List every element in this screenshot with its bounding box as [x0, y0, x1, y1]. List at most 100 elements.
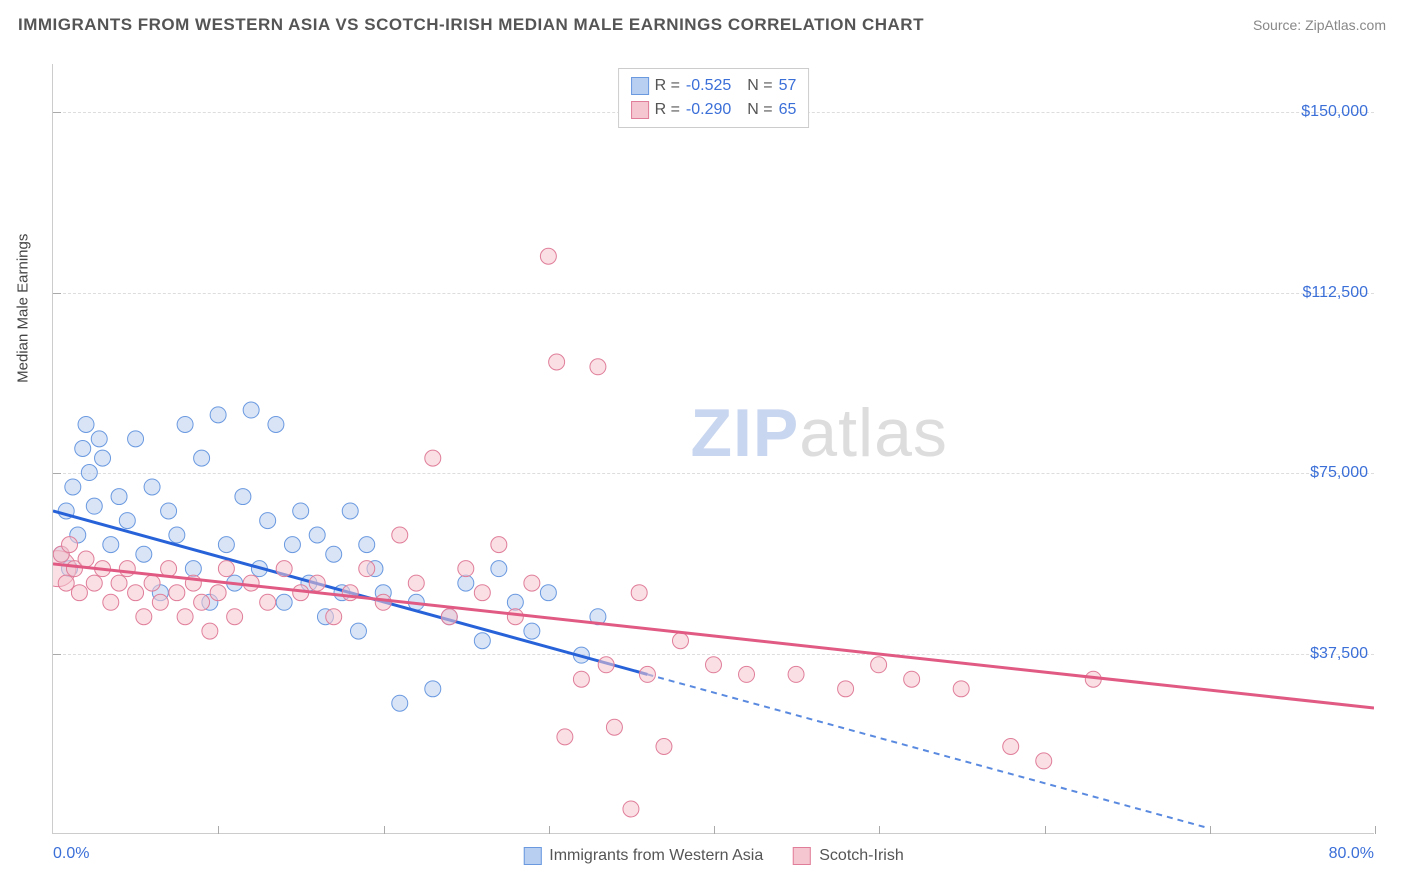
trend-line: [53, 564, 1374, 708]
data-point: [218, 537, 234, 553]
legend-stats: R =-0.525 N = 57 R =-0.290 N = 65: [618, 68, 810, 128]
data-point: [161, 503, 177, 519]
data-point: [606, 719, 622, 735]
source-link[interactable]: ZipAtlas.com: [1305, 17, 1386, 33]
data-point: [425, 681, 441, 697]
data-point: [491, 537, 507, 553]
data-point: [590, 359, 606, 375]
data-point: [243, 402, 259, 418]
data-point: [672, 633, 688, 649]
data-point: [268, 416, 284, 432]
data-point: [243, 575, 259, 591]
legend-swatch: [631, 77, 649, 95]
source-label: Source:: [1253, 17, 1301, 33]
data-point: [161, 561, 177, 577]
data-point: [210, 585, 226, 601]
data-point: [739, 666, 755, 682]
data-point: [350, 623, 366, 639]
data-point: [86, 498, 102, 514]
legend-r-value: -0.525: [686, 74, 731, 98]
data-point: [557, 729, 573, 745]
y-axis-title: Median Male Earnings: [15, 233, 32, 382]
data-point: [260, 513, 276, 529]
legend-r-label: R =: [655, 98, 680, 122]
data-point: [144, 575, 160, 591]
data-point: [185, 561, 201, 577]
data-point: [359, 537, 375, 553]
data-point: [293, 503, 309, 519]
data-point: [573, 671, 589, 687]
data-point: [392, 527, 408, 543]
legend-r-value: -0.290: [686, 98, 731, 122]
legend-series-label: Immigrants from Western Asia: [549, 847, 763, 865]
data-point: [474, 633, 490, 649]
legend-swatch: [631, 101, 649, 119]
data-point: [425, 450, 441, 466]
legend-n-value: 65: [779, 98, 797, 122]
data-point: [128, 431, 144, 447]
data-point: [342, 503, 358, 519]
data-point: [623, 801, 639, 817]
data-point: [540, 585, 556, 601]
data-point: [309, 575, 325, 591]
legend-r-label: R =: [655, 74, 680, 98]
data-point: [144, 479, 160, 495]
data-point: [194, 450, 210, 466]
data-point: [227, 609, 243, 625]
data-point: [309, 527, 325, 543]
data-point: [91, 431, 107, 447]
legend-n-value: 57: [779, 74, 797, 98]
data-point: [507, 609, 523, 625]
data-point: [86, 575, 102, 591]
data-point: [75, 441, 91, 457]
data-point: [260, 594, 276, 610]
data-point: [524, 623, 540, 639]
data-point: [78, 551, 94, 567]
data-point: [136, 546, 152, 562]
data-point: [111, 489, 127, 505]
legend-stats-row: R =-0.525 N = 57: [631, 74, 797, 98]
data-point: [598, 657, 614, 673]
legend-n-label: N =: [747, 98, 772, 122]
legend-swatch: [793, 847, 811, 865]
legend-n-label: N =: [747, 74, 772, 98]
chart-plot-area: Median Male Earnings ZIPatlas R =-0.525N…: [52, 64, 1374, 834]
data-point: [103, 594, 119, 610]
data-point: [524, 575, 540, 591]
legend-series-item: Immigrants from Western Asia: [523, 847, 763, 865]
data-point: [639, 666, 655, 682]
x-axis-min-label: 0.0%: [53, 845, 89, 863]
data-point: [169, 527, 185, 543]
data-point: [458, 575, 474, 591]
data-point: [119, 513, 135, 529]
data-point: [392, 695, 408, 711]
data-point: [788, 666, 804, 682]
scatter-svg: [53, 64, 1374, 833]
data-point: [169, 585, 185, 601]
data-point: [202, 623, 218, 639]
data-point: [235, 489, 251, 505]
data-point: [871, 657, 887, 673]
data-point: [706, 657, 722, 673]
data-point: [65, 479, 81, 495]
data-point: [95, 450, 111, 466]
legend-series-item: Scotch-Irish: [793, 847, 903, 865]
data-point: [218, 561, 234, 577]
legend-series-label: Scotch-Irish: [819, 847, 903, 865]
data-point: [458, 561, 474, 577]
data-point: [194, 594, 210, 610]
legend-stats-row: R =-0.290 N = 65: [631, 98, 797, 122]
data-point: [177, 416, 193, 432]
data-point: [507, 594, 523, 610]
data-point: [78, 416, 94, 432]
data-point: [284, 537, 300, 553]
data-point: [276, 561, 292, 577]
chart-title: IMMIGRANTS FROM WESTERN ASIA VS SCOTCH-I…: [18, 15, 924, 35]
data-point: [1036, 753, 1052, 769]
data-point: [276, 594, 292, 610]
data-point: [210, 407, 226, 423]
data-point: [408, 575, 424, 591]
data-point: [953, 681, 969, 697]
x-axis-max-label: 80.0%: [1329, 845, 1374, 863]
data-point: [1003, 738, 1019, 754]
